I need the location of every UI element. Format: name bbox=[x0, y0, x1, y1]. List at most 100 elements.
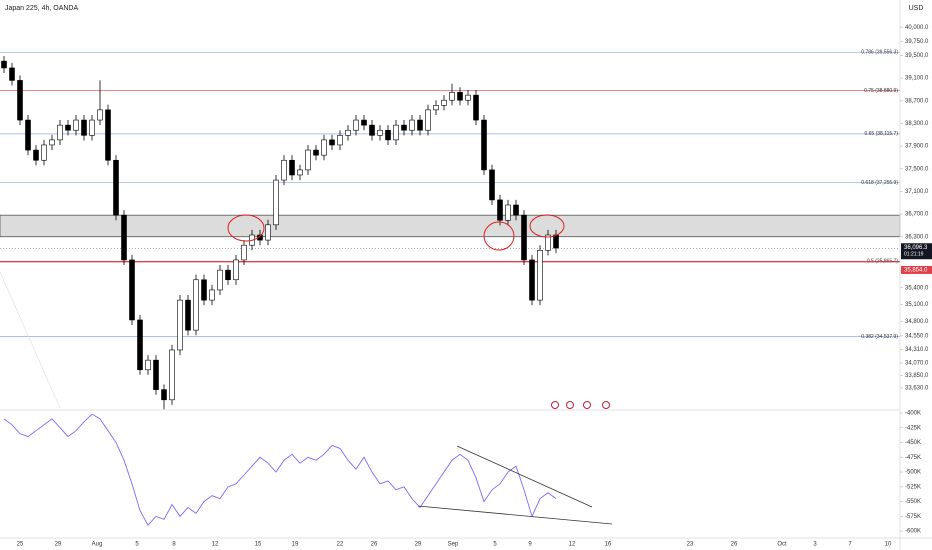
countdown-label: 01:21:19 bbox=[904, 252, 924, 258]
chart-title: Japan 225, 4h, OANDA bbox=[5, 5, 78, 12]
candle-body bbox=[505, 204, 511, 221]
y-tick-label: 34,310.0 bbox=[905, 347, 929, 353]
osc-tick-label: -575K bbox=[905, 514, 921, 520]
candle-body bbox=[353, 119, 359, 131]
candle-body bbox=[241, 244, 247, 261]
x-tick-label: 15 bbox=[255, 542, 262, 548]
candle-body bbox=[457, 92, 463, 101]
candle-body bbox=[409, 119, 415, 131]
x-tick-label: 26 bbox=[731, 542, 738, 548]
candle-body bbox=[513, 204, 519, 216]
candle-body bbox=[57, 124, 63, 141]
y-tick-label: 39,750.0 bbox=[905, 39, 929, 45]
candle-body bbox=[201, 279, 207, 301]
fib-level-label: 0.618 (37,255.9) bbox=[861, 180, 898, 186]
candle-body bbox=[137, 319, 143, 371]
candle-body bbox=[337, 135, 343, 146]
candle-body bbox=[217, 269, 223, 291]
candle-body bbox=[41, 144, 47, 161]
candle-body bbox=[17, 80, 23, 121]
y-tick-label: 35,100.0 bbox=[905, 302, 929, 308]
candle-body bbox=[185, 299, 191, 331]
candle-body bbox=[473, 94, 479, 121]
event-icon[interactable] bbox=[602, 401, 610, 409]
candle-body bbox=[489, 169, 495, 201]
candle-body bbox=[465, 94, 471, 101]
circle-annotation bbox=[483, 221, 515, 251]
candle-body bbox=[233, 259, 239, 281]
x-tick-label: 5 bbox=[493, 542, 497, 548]
trendline bbox=[417, 505, 613, 525]
candle-body bbox=[273, 179, 279, 226]
axis-layer: 40,000.0 39,750.0 39,500.0 39,100.0 38,700.0… bbox=[17, 25, 932, 548]
candle-body bbox=[105, 109, 111, 161]
candle-body bbox=[73, 119, 79, 131]
candle-body bbox=[81, 119, 87, 136]
candle-body bbox=[545, 234, 551, 251]
event-icons bbox=[551, 401, 610, 409]
y-tick-label: 39,500.0 bbox=[905, 53, 929, 59]
candle-body bbox=[49, 139, 55, 146]
candle-body bbox=[481, 119, 487, 171]
x-tick-label: Oct bbox=[777, 542, 787, 548]
event-icon[interactable] bbox=[551, 401, 559, 409]
x-tick-label: 23 bbox=[687, 542, 694, 548]
osc-tick-label: -550K bbox=[905, 499, 921, 505]
candle-body bbox=[497, 199, 503, 221]
oscillator-line bbox=[3, 413, 557, 527]
candle-body bbox=[553, 234, 559, 249]
y-tick-label: 38,300.0 bbox=[905, 121, 929, 127]
x-tick-label: 26 bbox=[371, 542, 378, 548]
candle-body bbox=[385, 129, 391, 141]
candle-body bbox=[289, 159, 295, 176]
candle-body bbox=[529, 259, 535, 301]
candle-body bbox=[433, 105, 439, 111]
circle-annotation bbox=[227, 214, 265, 242]
oscillator-layer bbox=[3, 413, 557, 527]
osc-tick-label: -450K bbox=[905, 440, 921, 446]
candle-body bbox=[169, 349, 175, 401]
candle-body bbox=[177, 299, 183, 351]
candle-body bbox=[209, 289, 215, 301]
candle-body bbox=[537, 250, 543, 301]
candle-body bbox=[33, 149, 39, 161]
candle-body bbox=[193, 279, 199, 331]
osc-tick-label: -475K bbox=[905, 455, 921, 461]
candle-body bbox=[9, 67, 15, 81]
osc-tick-label: -500K bbox=[905, 470, 921, 476]
y-tick-label: 39,100.0 bbox=[905, 76, 929, 82]
y-tick-label: 36,700.0 bbox=[905, 212, 929, 218]
candle-body bbox=[441, 99, 447, 106]
candle-body bbox=[145, 359, 151, 371]
diagonal-line bbox=[0, 271, 61, 409]
currency-label[interactable]: USD bbox=[909, 5, 924, 12]
y-tick-label: 33,850.0 bbox=[905, 373, 929, 379]
candle-body bbox=[65, 124, 71, 131]
x-tick-label: 19 bbox=[292, 542, 299, 548]
fib-level-label: 0.786 (39,556.3) bbox=[861, 50, 898, 56]
x-tick-label: 3 bbox=[813, 542, 817, 548]
y-tick-label: 37,900.0 bbox=[905, 144, 929, 150]
event-icon[interactable] bbox=[566, 401, 574, 409]
candle-body bbox=[129, 259, 135, 321]
candle-body bbox=[361, 119, 367, 126]
x-tick-label: 7 bbox=[848, 542, 852, 548]
candle-body bbox=[305, 149, 311, 171]
y-tick-label: 34,800.0 bbox=[905, 319, 929, 325]
candle-body bbox=[121, 214, 127, 261]
trendline bbox=[456, 445, 593, 508]
y-tick-label: 37,500.0 bbox=[905, 166, 929, 172]
candle-body bbox=[417, 119, 423, 131]
x-tick-label: 10 bbox=[885, 542, 892, 548]
candle-body bbox=[25, 119, 31, 151]
candle-body bbox=[297, 169, 303, 176]
x-tick-label: 5 bbox=[135, 542, 139, 548]
candle-body bbox=[113, 159, 119, 216]
osc-tick-label: -525K bbox=[905, 484, 921, 490]
y-tick-label: 36,300.0 bbox=[905, 234, 929, 240]
event-icon[interactable] bbox=[583, 401, 591, 409]
zone bbox=[0, 214, 901, 238]
y-tick-label: 35,400.0 bbox=[905, 285, 929, 291]
